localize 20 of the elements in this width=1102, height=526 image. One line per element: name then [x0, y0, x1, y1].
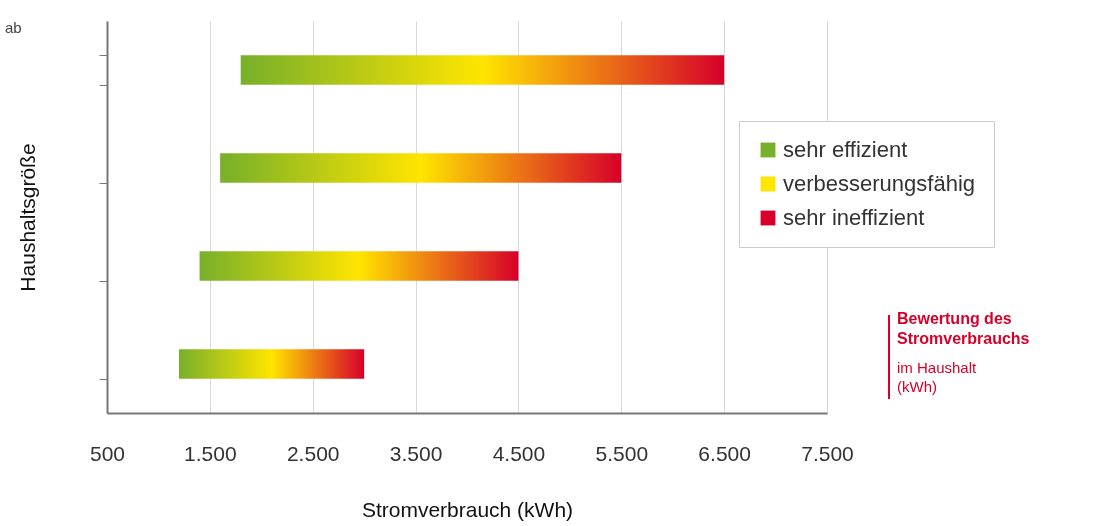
legend-label: sehr effizient: [783, 137, 908, 162]
x-tick-label: 2.500: [286, 441, 340, 465]
text: im Haushalt (kWh): [897, 359, 978, 395]
text: ab: [5, 19, 22, 36]
x-tick-label: 5.500: [595, 441, 649, 465]
x-tick-label: 4.500: [492, 441, 546, 465]
x-tick-label: 500: [89, 441, 126, 465]
y-axis-title: Haushaltsgröße: [16, 143, 39, 292]
x-tick-label: 7.500: [801, 441, 854, 465]
bar: [179, 349, 365, 379]
bar: [240, 55, 725, 85]
x-tick-label: 1.500: [184, 441, 237, 465]
x-tick-label: 3.500: [389, 441, 443, 465]
bar: [199, 251, 519, 281]
legend-label: sehr ineffizient: [783, 205, 925, 230]
x-tick-label: 6.500: [698, 441, 751, 465]
text: Bewertung des Stromverbrauchs: [897, 310, 1030, 347]
bar: [220, 153, 622, 183]
x-axis-title: Stromverbrauch (kWh): [361, 497, 574, 521]
legend-label: verbesserungsfähig: [783, 171, 976, 196]
